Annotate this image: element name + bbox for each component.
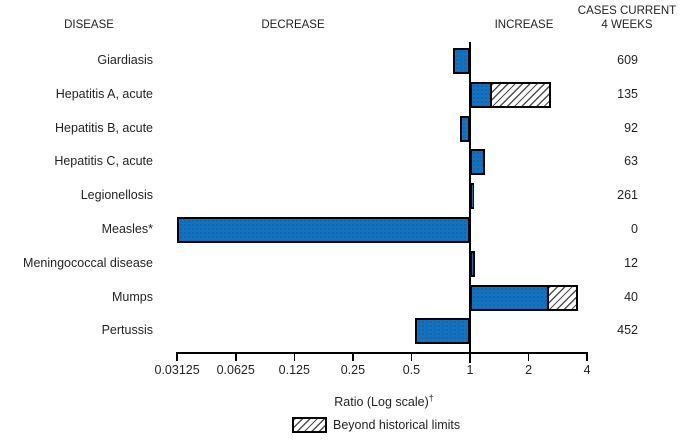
legend-hatch-swatch	[292, 417, 327, 433]
ratio-bar	[460, 115, 470, 142]
bar-segment-within-limits	[472, 252, 473, 275]
x-axis-tick-label: 1	[466, 363, 474, 377]
column-header-decrease: DECREASE	[261, 19, 325, 31]
cases-current-value: 63	[624, 154, 638, 169]
x-axis-tick	[235, 352, 237, 361]
x-axis-tick-label: 2	[525, 363, 533, 377]
ratio-bar	[453, 48, 470, 74]
cases-current-value: 261	[617, 188, 638, 203]
cases-current-value: 135	[617, 86, 638, 101]
x-axis-tick-label: 0.25	[340, 363, 366, 377]
x-axis-tick-label: 0.5	[402, 363, 421, 377]
disease-label: Hepatitis C, acute	[54, 154, 153, 169]
bar-segment-within-limits	[462, 117, 468, 140]
column-header-cases-line1: CASES CURRENT	[577, 5, 677, 17]
ratio-bar	[470, 183, 475, 210]
disease-label: Pertussis	[101, 323, 153, 338]
cases-current-value: 452	[617, 323, 638, 338]
ratio-bar	[470, 250, 475, 277]
bar-segment-within-limits	[472, 151, 483, 174]
x-axis-tick	[586, 352, 588, 361]
column-header-cases-line2: 4 WEEKS	[601, 19, 653, 31]
bar-segment-beyond-limits	[547, 286, 577, 309]
cases-current-value: 12	[624, 255, 638, 270]
x-axis-tick	[176, 352, 178, 361]
disease-label: Mumps	[112, 289, 153, 304]
ratio-bar	[470, 81, 551, 108]
cases-current-value: 40	[624, 289, 638, 304]
disease-label: Hepatitis A, acute	[55, 86, 153, 101]
x-axis-tick-label: 0.03125	[154, 363, 200, 377]
disease-label: Hepatitis B, acute	[55, 120, 153, 135]
disease-label: Legionellosis	[80, 188, 153, 203]
x-axis-tick-label: 0.0625	[216, 363, 255, 377]
disease-label: Measles*	[101, 222, 153, 236]
ratio-bar	[470, 284, 579, 311]
cases-current-value: 92	[624, 120, 638, 135]
x-axis-tick-label: 0.125	[278, 363, 310, 377]
x-axis-tick	[293, 352, 295, 361]
bar-segment-within-limits	[472, 286, 548, 309]
disease-label: Giardiasis	[97, 53, 153, 67]
bar-segment-within-limits	[179, 219, 468, 241]
cases-current-value: 609	[617, 53, 638, 67]
column-header-increase: INCREASE	[494, 19, 554, 31]
ratio-bar	[177, 217, 470, 243]
disease-label: Meningococcal disease	[23, 255, 153, 270]
x-axis-line	[176, 352, 589, 354]
x-axis-tick	[527, 352, 530, 361]
cases-current-value: 0	[631, 222, 638, 236]
ratio-bar	[414, 318, 470, 345]
x-axis-title: Ratio (Log scale)†	[334, 393, 434, 409]
x-axis-tick	[469, 352, 471, 361]
footnote-dagger: †	[428, 393, 434, 403]
ratio-bar	[470, 149, 485, 176]
x-axis-tick	[352, 352, 354, 361]
legend-label: Beyond historical limits	[333, 418, 461, 432]
bar-segment-within-limits	[455, 50, 468, 72]
column-header-disease: DISEASE	[64, 19, 114, 31]
x-axis-tick	[410, 352, 413, 361]
x-axis-title-text: Ratio (Log scale)	[334, 395, 429, 410]
bar-segment-beyond-limits	[489, 83, 549, 106]
bar-segment-within-limits	[416, 320, 468, 343]
bar-segment-within-limits	[472, 83, 490, 106]
x-axis-tick-label: 4	[583, 363, 591, 377]
